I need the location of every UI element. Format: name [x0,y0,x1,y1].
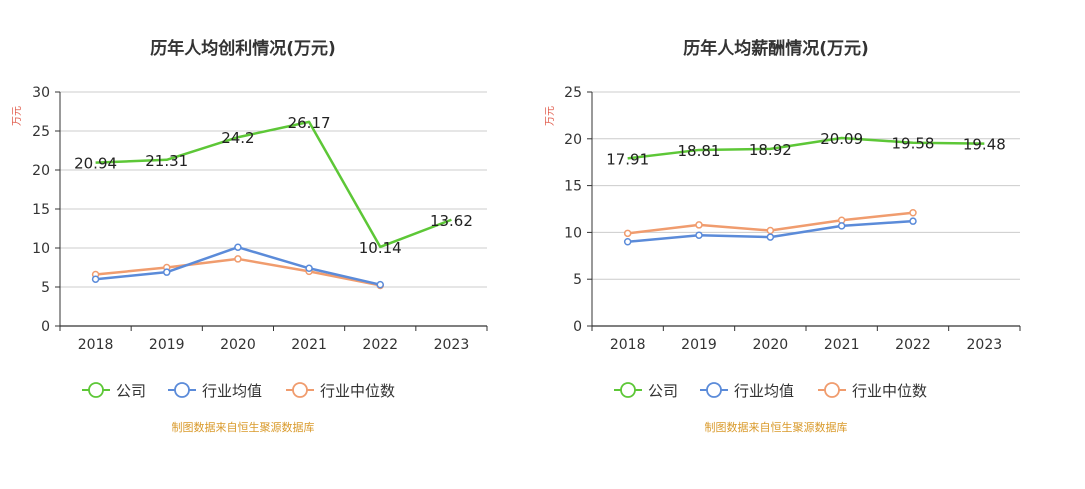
y-tick-label: 5 [573,272,582,288]
legend-label: 行业中位数 [320,382,395,400]
source-note: 制图数据来自恒生聚源数据库 [172,420,315,434]
chart-title: 历年人均创利情况(万元) [150,38,336,59]
data-label: 13.62 [430,212,473,230]
y-tick-label: 10 [32,241,50,257]
y-tick-label: 30 [32,85,50,101]
data-point [91,275,100,283]
x-tick-label: 2018 [610,337,646,353]
data-point [695,231,703,239]
legend-label: 公司 [648,382,678,400]
x-tick-label: 2020 [220,337,256,353]
legend-swatch-marker [620,382,636,398]
legend-swatch-marker [824,382,840,398]
x-tick-label: 2022 [895,337,931,353]
data-label: 17.91 [606,150,649,168]
chart-2: 历年人均薪酬情况(万元) 万元 0 5 10 15 20 25 2018 2019 2020 2021… [545,38,1021,434]
data-point [623,238,632,246]
data-point [909,217,917,225]
y-tick-label: 0 [573,319,582,335]
data-point [837,222,846,230]
data-label: 10.14 [359,239,402,257]
data-point [695,221,703,229]
y-axis-unit-label: 万元 [545,106,556,126]
legend-swatch-marker [174,382,190,398]
data-label: 24.2 [221,129,254,147]
x-tick-label: 2020 [753,337,789,353]
y-tick-label: 25 [32,124,50,140]
x-tick-label: 2019 [681,337,717,353]
data-point [234,255,242,263]
legend-label: 行业均值 [734,382,794,400]
data-point [623,229,632,238]
legend-label: 行业中位数 [852,382,927,400]
y-tick-label: 0 [41,319,50,335]
data-label: 19.48 [963,136,1006,154]
y-axis-unit-label: 万元 [12,106,23,126]
y-tick-label: 20 [564,132,582,148]
chart-1: 历年人均创利情况(万元) 万元 0 5 10 15 20 25 30 2018 2019 2020 20… [12,38,488,434]
x-tick-label: 2022 [362,337,398,353]
y-tick-label: 25 [564,85,582,101]
data-label: 20.09 [820,130,863,148]
data-point [234,243,242,251]
x-tick-label: 2023 [967,337,1003,353]
data-label: 18.81 [678,142,721,160]
source-note: 制图数据来自恒生聚源数据库 [705,420,848,434]
y-tick-label: 20 [32,163,50,179]
y-tick-label: 15 [32,202,50,218]
data-label: 21.31 [145,152,188,170]
series-line-行业中位数 [95,257,381,287]
data-label: 20.94 [74,155,117,173]
legend-label: 行业均值 [202,382,262,400]
series-line-公司 [627,136,985,160]
data-label: 26.17 [288,114,331,132]
x-tick-label: 2023 [434,337,470,353]
data-point [163,268,171,276]
series-line-行业均值 [95,245,381,286]
x-tick-label: 2021 [291,337,327,353]
y-tick-label: 10 [564,225,582,241]
y-tick-label: 15 [564,179,582,195]
chart-title: 历年人均薪酬情况(万元) [683,38,869,59]
x-tick-label: 2019 [149,337,185,353]
series-line-公司 [95,120,452,249]
data-point [376,280,384,289]
legend-swatch-marker [88,382,104,398]
x-tick-label: 2021 [824,337,860,353]
data-point [766,226,775,235]
data-label: 18.92 [749,141,792,159]
data-point [909,208,917,217]
y-tick-label: 5 [41,280,50,296]
data-point [305,264,313,273]
data-label: 19.58 [892,135,935,153]
legend-label: 公司 [116,382,146,400]
legend-swatch-marker [706,382,722,398]
x-tick-label: 2018 [78,337,114,353]
data-point [766,233,775,241]
legend-swatch-marker [292,382,308,398]
